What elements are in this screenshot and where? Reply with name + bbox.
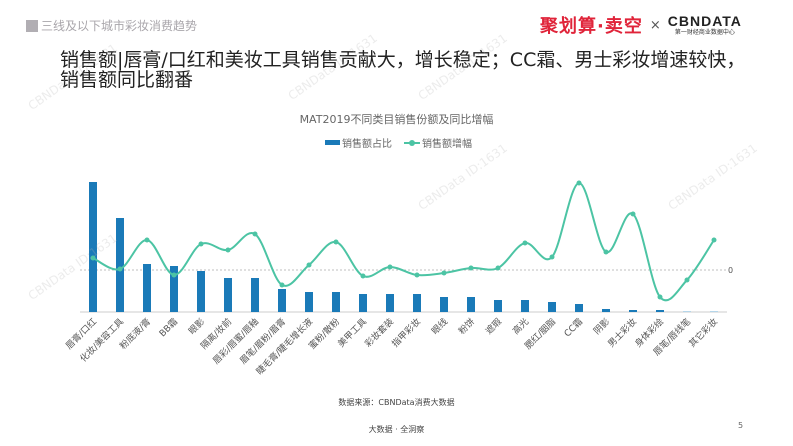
- bar: [548, 302, 556, 312]
- bar: [143, 264, 151, 312]
- x-tick-label: BB霜: [157, 316, 180, 339]
- x-tick-label: 眉笔/眉粉/眉膏: [237, 316, 288, 367]
- section-marker: [26, 19, 38, 32]
- growth-point: [360, 273, 366, 279]
- growth-point: [630, 211, 636, 217]
- logo-separator: ×: [649, 17, 661, 33]
- bar: [224, 278, 232, 312]
- x-tick-label: 美甲工具: [335, 316, 369, 350]
- x-tick-label: CC霜: [562, 316, 585, 339]
- growth-point: [495, 265, 501, 271]
- growth-point: [414, 272, 420, 278]
- growth-point: [657, 294, 663, 300]
- bar: [602, 309, 610, 312]
- growth-point: [711, 237, 717, 243]
- x-tick-label: 遮瑕: [483, 316, 504, 337]
- growth-point: [198, 241, 204, 247]
- x-tick-label: 彩妆套装: [362, 316, 396, 350]
- bar: [440, 297, 448, 312]
- bar: [494, 300, 502, 312]
- footer-slogan: 大数据 · 全洞察: [368, 425, 425, 434]
- bar: [197, 271, 205, 312]
- bar: [521, 300, 529, 312]
- bar: [251, 278, 259, 312]
- x-tick-label: 粉饼: [456, 316, 477, 337]
- x-tick-label: 指甲彩妆: [389, 316, 423, 350]
- bar: [332, 292, 340, 312]
- bar: [116, 218, 124, 312]
- bar: [278, 289, 286, 312]
- section-label-text: 三线及以下城市彩妆消费趋势: [41, 19, 198, 33]
- growth-point: [225, 247, 231, 253]
- legend-bar-label: 销售额占比: [342, 139, 392, 150]
- x-tick-label: 唇彩/唇蜜/唇釉: [210, 316, 261, 367]
- growth-point: [549, 254, 555, 260]
- growth-point: [117, 266, 123, 272]
- x-tick-label: 眼影: [187, 316, 208, 337]
- growth-point: [333, 239, 339, 245]
- bar: [170, 266, 178, 312]
- growth-point: [522, 240, 528, 246]
- section-label: 三线及以下城市彩妆消费趋势: [26, 17, 197, 34]
- growth-point: [90, 255, 96, 261]
- data-source: 数据来源：CBNData消费大数据: [338, 398, 455, 407]
- legend-line-label: 销售额增幅: [422, 139, 472, 150]
- bar: [386, 294, 394, 312]
- bar: [467, 297, 475, 312]
- growth-point: [684, 277, 690, 283]
- cbndata-logo-text: CBNDATA: [667, 12, 742, 29]
- x-tick-label: 高光: [510, 316, 531, 337]
- growth-point: [252, 231, 258, 237]
- page-number: 5: [738, 421, 744, 430]
- bar: [413, 294, 421, 312]
- growth-point: [441, 270, 447, 276]
- bar: [656, 310, 664, 312]
- growth-point: [576, 180, 582, 186]
- growth-point: [144, 237, 150, 243]
- bar: [575, 304, 583, 312]
- logo-group: 聚划算·卖空 × CBNDATA 第一财经商业数据中心: [540, 12, 742, 38]
- chart-title: MAT2019不同类目销售份额及同比增幅: [299, 113, 494, 126]
- bar: [305, 292, 313, 312]
- growth-line: [92, 182, 715, 302]
- x-tick-label: 男士彩妆: [605, 316, 639, 350]
- legend-bar-swatch: [325, 140, 340, 145]
- bar: [89, 182, 97, 312]
- juhuasuan-logo: 聚划算·卖空: [540, 16, 643, 37]
- cbndata-logo: CBNDATA 第一财经商业数据中心: [667, 12, 742, 37]
- growth-point: [468, 265, 474, 271]
- chart-legend: 销售额占比 销售额增幅: [325, 135, 472, 150]
- x-tick-label: 其它彩妆: [686, 316, 720, 350]
- growth-point: [306, 262, 312, 268]
- bar: [710, 311, 718, 312]
- legend-line-swatch: [404, 139, 420, 146]
- growth-point: [603, 249, 609, 255]
- zero-label: 0: [728, 266, 733, 275]
- growth-point: [387, 264, 393, 270]
- x-tick-label: 眼线: [429, 316, 450, 337]
- bar: [683, 311, 691, 312]
- growth-point: [171, 272, 177, 278]
- bar: [359, 294, 367, 312]
- cbndata-logo-sub: 第一财经商业数据中心: [674, 28, 735, 36]
- headline: 销售额|唇膏/口红和美妆工具销售贡献大，增长稳定；CC霜、男士彩妆增速较快，销售…: [60, 49, 746, 91]
- growth-point: [279, 282, 285, 288]
- x-tick-label: 阴影: [592, 316, 613, 337]
- x-tick-label: 化妆/美容工具: [77, 316, 126, 365]
- bar: [629, 310, 637, 312]
